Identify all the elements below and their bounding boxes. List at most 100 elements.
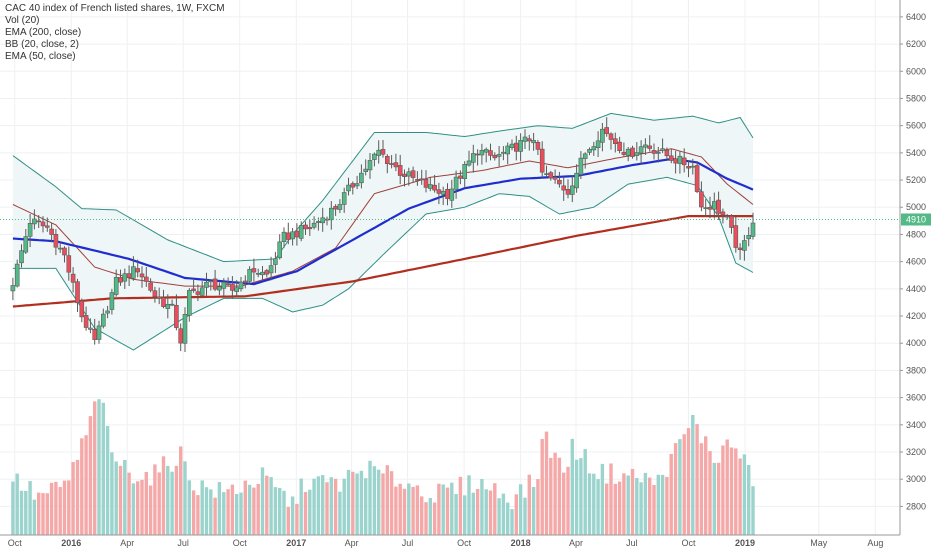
candle-body <box>501 151 506 154</box>
candle-body <box>677 155 683 164</box>
volume-bar <box>166 465 170 535</box>
volume-bar <box>734 448 738 535</box>
volume-bar <box>385 465 389 535</box>
volume-bar <box>187 480 191 535</box>
volume-bar <box>252 487 256 535</box>
volume-bar <box>235 494 239 535</box>
legend-ema50[interactable]: EMA (50, close) <box>5 51 76 62</box>
volume-bar <box>230 484 235 535</box>
x-tick-label: Jul <box>402 538 414 548</box>
volume-bar <box>570 438 574 535</box>
y-tick-label: 5000 <box>906 202 926 212</box>
volume-bar <box>686 428 691 535</box>
volume-bar <box>179 446 183 535</box>
volume-bar <box>325 482 329 535</box>
x-tick-label: 2019 <box>735 538 755 548</box>
candle-body <box>608 133 614 140</box>
candle-body <box>230 283 235 291</box>
volume-bar <box>613 483 617 535</box>
candle-body <box>449 188 455 201</box>
volume-bar <box>742 454 747 535</box>
legend-bb[interactable]: BB (20, close, 2) <box>5 39 79 50</box>
candle-body <box>427 184 433 189</box>
candle-body <box>479 150 485 156</box>
ema50-line <box>12 157 754 286</box>
volume-bar <box>420 496 424 535</box>
legend-title[interactable]: CAC 40 index of French listed shares, 1W… <box>5 3 225 14</box>
volume-bar <box>140 479 144 535</box>
volume-bar <box>514 494 518 535</box>
volume-bar <box>174 465 179 535</box>
volume-bar <box>630 468 635 535</box>
volume-bar <box>19 490 24 535</box>
volume-bar <box>247 484 252 535</box>
x-tick-label: Oct <box>457 538 472 548</box>
volume-bar <box>463 495 467 535</box>
candle-body <box>363 168 369 173</box>
volume-bar <box>544 431 549 535</box>
volume-bar <box>411 486 415 535</box>
volume-bar <box>37 492 41 535</box>
candle-body <box>742 240 747 251</box>
volume-bar <box>368 460 372 535</box>
candle-body <box>436 189 442 194</box>
volume-bar <box>316 476 321 535</box>
legend-vol[interactable]: Vol (20) <box>5 15 40 26</box>
volume-bar <box>583 449 587 535</box>
candle-body <box>131 266 136 279</box>
volume-bar <box>639 482 643 535</box>
candle-body <box>44 225 50 228</box>
candle-body <box>655 152 661 154</box>
volume-bar <box>170 471 174 535</box>
x-tick-label: Apr <box>120 538 134 548</box>
volume-bar <box>467 475 471 535</box>
candle-body <box>716 199 721 214</box>
candle-body <box>746 235 752 240</box>
volume-bar <box>635 478 639 535</box>
volume-bar <box>428 498 432 535</box>
volume-bar <box>243 480 247 535</box>
volume-bar <box>256 484 260 535</box>
volume-bar <box>226 489 230 535</box>
volume-bar <box>716 462 721 535</box>
volume-bar <box>273 487 278 535</box>
volume-bar <box>71 462 75 535</box>
volume-bar <box>157 472 161 535</box>
candle-body <box>733 225 739 248</box>
volume-bar <box>523 497 527 535</box>
candle-body <box>217 286 222 291</box>
candle-body <box>673 158 678 164</box>
candle-body <box>354 183 360 187</box>
candle-body <box>513 142 519 152</box>
candle-body <box>221 281 227 289</box>
volume-bar <box>355 473 359 535</box>
candle-body <box>445 189 450 199</box>
volume-bar <box>389 471 394 535</box>
candle-body <box>376 149 382 156</box>
volume-bar <box>454 494 458 535</box>
candle-body <box>337 204 343 210</box>
volume-bar <box>424 502 428 535</box>
x-tick-label: 2018 <box>511 538 531 548</box>
legend-ema200[interactable]: EMA (200, close) <box>5 27 82 38</box>
candles <box>10 117 756 352</box>
candle-body <box>88 327 93 330</box>
candle-body <box>70 273 76 283</box>
y-tick-label: 3400 <box>906 420 926 430</box>
y-tick-label: 5200 <box>906 175 926 185</box>
candle-body <box>664 149 670 157</box>
candle-body <box>389 163 394 165</box>
candle-body <box>591 146 597 151</box>
candle-body <box>225 283 231 285</box>
candle-body <box>557 179 562 185</box>
candle-body <box>144 276 149 282</box>
volume-bar <box>437 483 441 535</box>
volume-bar <box>673 443 678 535</box>
candle-body <box>303 224 308 230</box>
candle-body <box>707 207 713 210</box>
volume-bar <box>699 443 704 535</box>
volume-bar <box>729 447 734 535</box>
candle-body <box>264 270 270 275</box>
candle-body <box>298 225 304 239</box>
